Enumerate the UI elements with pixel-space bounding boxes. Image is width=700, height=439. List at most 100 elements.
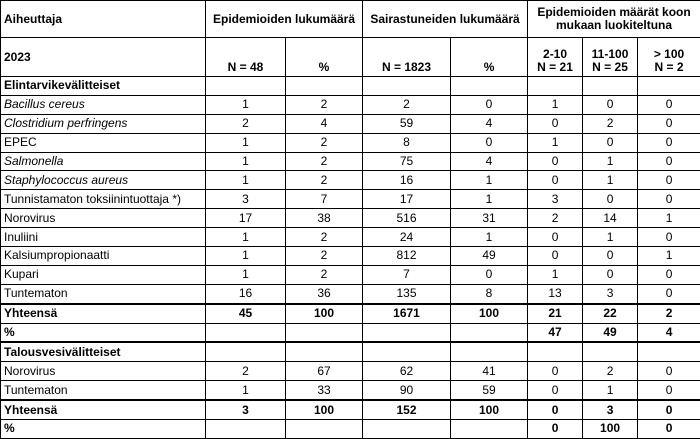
row-label: EPEC (1, 133, 206, 152)
empty-cell (363, 342, 451, 361)
empty-cell (451, 342, 528, 361)
value-cell: 0 (528, 420, 583, 439)
value-cell: 0 (528, 114, 583, 133)
value-cell: 135 (363, 284, 451, 303)
row-label: Tuntematon (1, 381, 206, 400)
value-cell: 100 (286, 400, 363, 419)
value-cell: 100 (451, 400, 528, 419)
value-cell: 0 (638, 381, 700, 400)
value-cell (451, 420, 528, 439)
value-cell: 1 (206, 171, 286, 190)
value-cell: 0 (638, 284, 700, 303)
empty-cell (528, 77, 583, 96)
value-cell: 2 (583, 362, 638, 381)
value-cell: 16 (363, 171, 451, 190)
size-n: N = 21 (531, 61, 579, 74)
value-cell: 812 (363, 247, 451, 266)
value-cell: 0 (638, 400, 700, 419)
value-cell: 1 (583, 228, 638, 247)
value-cell: 41 (451, 362, 528, 381)
empty-cell (206, 77, 286, 96)
value-cell: 0 (638, 133, 700, 152)
section-title: Elintarvikevälitteiset (1, 77, 206, 96)
size-n: N = 2 (641, 61, 697, 74)
header-patients: Sairastuneiden lukumäärä (363, 1, 528, 38)
row-label: Yhteensä (1, 304, 206, 323)
header-epidemics: Epidemioiden lukumäärä (206, 1, 363, 38)
value-cell: 75 (363, 152, 451, 171)
value-cell: 0 (638, 152, 700, 171)
value-cell: 1671 (363, 304, 451, 323)
value-cell: 1 (206, 228, 286, 247)
value-cell: 8 (363, 133, 451, 152)
value-cell: 2 (363, 95, 451, 114)
row-label: Yhteensä (1, 400, 206, 419)
value-cell: 1 (206, 381, 286, 400)
value-cell: 59 (363, 114, 451, 133)
row-label: Bacillus cereus (1, 95, 206, 114)
value-cell (206, 420, 286, 439)
header-year: 2023 (1, 38, 206, 77)
value-cell: 1 (528, 265, 583, 284)
value-cell: 2 (583, 114, 638, 133)
value-cell: 1 (206, 95, 286, 114)
value-cell: 1 (206, 133, 286, 152)
value-cell: 1 (528, 133, 583, 152)
value-cell: 47 (528, 323, 583, 342)
value-cell: 2 (286, 228, 363, 247)
value-cell: 1 (638, 209, 700, 228)
value-cell: 4 (638, 323, 700, 342)
row-label: Salmonella (1, 152, 206, 171)
value-cell: 516 (363, 209, 451, 228)
value-cell: 49 (583, 323, 638, 342)
value-cell: 1 (206, 265, 286, 284)
value-cell (286, 323, 363, 342)
row-label: Inuliini (1, 228, 206, 247)
value-cell: 4 (451, 152, 528, 171)
value-cell: 1 (451, 171, 528, 190)
header-cause: Aiheuttaja (1, 1, 206, 38)
subheader: % (451, 38, 528, 77)
value-cell: 4 (451, 114, 528, 133)
value-cell: 0 (638, 228, 700, 247)
value-cell: 45 (206, 304, 286, 323)
value-cell: 0 (528, 247, 583, 266)
value-cell: 2 (286, 152, 363, 171)
value-cell: 2 (286, 171, 363, 190)
value-cell: 21 (528, 304, 583, 323)
row-label: Clostridium perfringens (1, 114, 206, 133)
value-cell: 2 (638, 304, 700, 323)
row-label: % (1, 323, 206, 342)
value-cell: 36 (286, 284, 363, 303)
subheader: % (286, 38, 363, 77)
value-cell: 0 (638, 362, 700, 381)
value-cell: 67 (286, 362, 363, 381)
value-cell: 0 (451, 95, 528, 114)
value-cell: 152 (363, 400, 451, 419)
value-cell: 0 (638, 95, 700, 114)
value-cell: 0 (638, 420, 700, 439)
value-cell (363, 323, 451, 342)
row-label: % (1, 420, 206, 439)
value-cell: 90 (363, 381, 451, 400)
value-cell: 0 (528, 362, 583, 381)
